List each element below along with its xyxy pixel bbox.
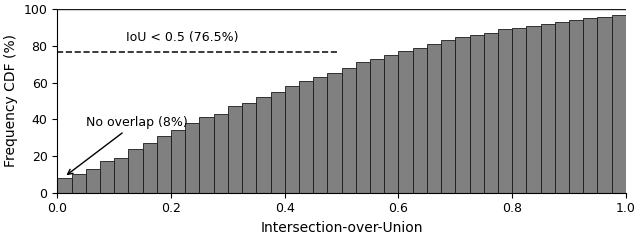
Bar [285,86,299,193]
Bar [58,178,72,193]
Bar [583,18,598,193]
Bar [242,103,257,193]
Bar [114,158,129,193]
Bar [484,33,498,193]
Bar [299,81,313,193]
Bar [313,77,328,193]
Bar [214,114,228,193]
Bar [157,136,171,193]
Bar [470,35,484,193]
Bar [228,106,242,193]
Bar [626,13,640,193]
Bar [598,16,612,193]
Bar [72,174,86,193]
Bar [129,149,143,193]
Bar [512,27,526,193]
Bar [555,22,569,193]
Text: IoU < 0.5 (76.5%): IoU < 0.5 (76.5%) [125,31,238,44]
Bar [427,44,441,193]
Bar [370,59,384,193]
Bar [171,130,185,193]
Bar [441,40,455,193]
Bar [399,51,413,193]
Bar [413,48,427,193]
Bar [612,15,626,193]
Bar [342,68,356,193]
Bar [384,55,399,193]
Bar [185,123,200,193]
Bar [356,62,370,193]
Bar [86,169,100,193]
Bar [100,161,114,193]
Bar [257,97,271,193]
Y-axis label: Frequency CDF (%): Frequency CDF (%) [4,34,18,167]
Bar [498,29,512,193]
Bar [526,26,541,193]
Bar [271,92,285,193]
Bar [143,143,157,193]
Text: No overlap (8%): No overlap (8%) [68,115,188,174]
X-axis label: Intersection-over-Union: Intersection-over-Union [260,221,423,235]
Bar [328,73,342,193]
Bar [569,20,583,193]
Bar [200,117,214,193]
Bar [455,37,470,193]
Bar [541,24,555,193]
